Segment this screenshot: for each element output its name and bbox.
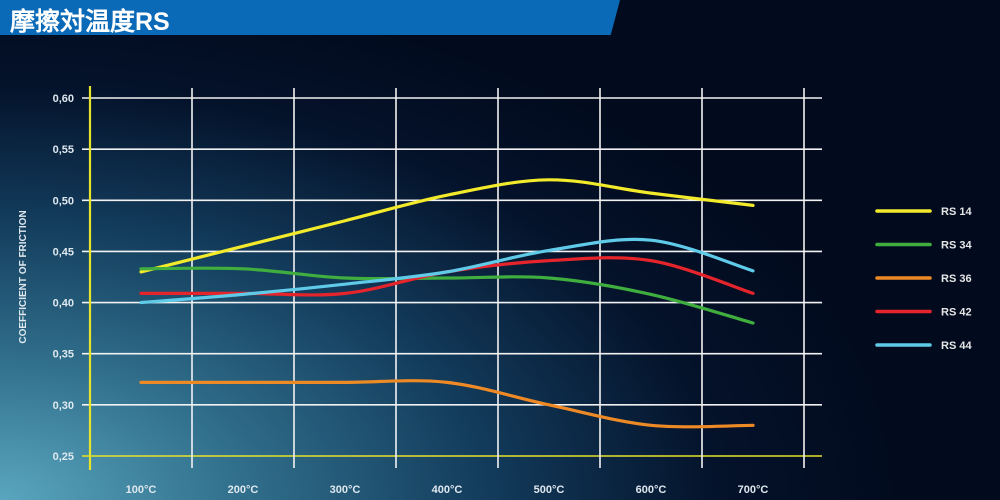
y-tick-label: 0,60 [53,93,74,105]
y-tick-label: 0,35 [53,349,74,361]
series-line-rs-36 [139,379,755,429]
legend-label: RS 44 [941,340,972,352]
legend-label: RS 14 [941,206,972,218]
x-tick-label: 200°C [228,484,259,496]
legend-label: RS 34 [941,240,972,252]
x-tick-label: 400°C [432,484,463,496]
y-tick-label: 0,30 [53,400,74,412]
x-tick-label: 600°C [636,484,667,496]
series-line-rs-34 [139,266,755,325]
series-line-rs-44 [139,237,755,305]
series-line-rs-42 [139,256,755,297]
y-axis-label: COEFFICIENT OF FRICTION [18,210,29,343]
y-tick-label: 0,55 [53,144,74,156]
x-tick-label: 100°C [126,484,157,496]
series-line-rs-14 [139,178,755,274]
x-tick-label: 700°C [738,484,769,496]
legend-label: RS 36 [941,273,972,285]
x-tick-label: 500°C [534,484,565,496]
legend-label: RS 42 [941,307,972,319]
chart-title: 摩擦対温度RS [10,8,170,36]
y-tick-label: 0,50 [53,195,74,207]
y-tick-label: 0,45 [53,246,74,258]
y-tick-label: 0,40 [53,298,74,310]
title-bar: 摩擦対温度RS [0,0,620,35]
x-tick-label: 300°C [330,484,361,496]
y-tick-label: 0,25 [53,451,74,463]
